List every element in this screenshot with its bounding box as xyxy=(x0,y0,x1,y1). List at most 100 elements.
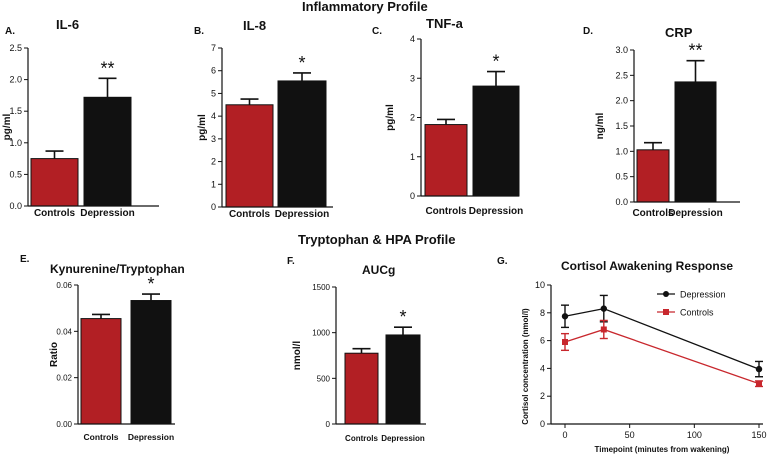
bar-depression xyxy=(472,85,520,197)
significance-mark: * xyxy=(399,307,406,327)
chart-title-a: IL-6 xyxy=(56,17,80,32)
bar-depression xyxy=(130,300,172,425)
y-tick-label: 500 xyxy=(317,374,331,383)
y-tick-label: 2 xyxy=(540,391,545,401)
chart-title-e: Kynurenine/Tryptophan xyxy=(50,262,185,276)
panel-letter-c: C. xyxy=(372,26,382,37)
y-axis-label: ng/ml xyxy=(595,112,606,139)
section-title-tryptophan: Tryptophan & HPA Profile xyxy=(298,232,456,247)
section-title-inflammatory: Inflammatory Profile xyxy=(302,0,428,14)
chart-title-f: AUCg xyxy=(362,263,396,277)
category-label: Controls xyxy=(345,434,378,443)
bar-depression xyxy=(385,334,421,425)
y-tick-label: 0.5 xyxy=(615,172,628,182)
category-label: Depression xyxy=(275,209,329,220)
legend-label: Controls xyxy=(680,308,714,318)
y-tick-label: 8 xyxy=(540,308,545,318)
y-tick-label: 0 xyxy=(410,191,415,201)
data-point-depression xyxy=(755,365,763,373)
x-axis-label: Timepoint (minutes from wakening) xyxy=(595,445,730,454)
category-label: Depression xyxy=(668,208,722,219)
bar-depression xyxy=(277,80,327,208)
category-label: Controls xyxy=(632,208,674,219)
significance-mark: * xyxy=(298,53,305,73)
data-point-depression xyxy=(600,305,607,312)
y-tick-label: 2.5 xyxy=(9,43,22,53)
y-tick-label: 0.02 xyxy=(56,374,72,383)
y-axis-label: Cortisol concentration (nmol/l) xyxy=(521,308,530,425)
y-axis-label: Ratio xyxy=(49,342,60,367)
series-line-depression xyxy=(564,307,760,370)
y-tick-label: 2.0 xyxy=(9,75,22,85)
y-axis-label: nmol/l xyxy=(292,341,303,371)
y-tick-label: 5 xyxy=(211,88,216,98)
category-label: Controls xyxy=(34,208,76,219)
data-point-controls xyxy=(600,326,607,333)
x-tick-label: 150 xyxy=(751,430,766,440)
y-tick-label: 4 xyxy=(410,34,415,44)
y-axis-label: pg/ml xyxy=(197,114,208,141)
significance-mark: ** xyxy=(688,41,702,61)
category-label: Depression xyxy=(128,432,174,442)
bar-controls xyxy=(30,158,79,207)
bar-depression xyxy=(674,81,717,203)
bar-controls xyxy=(80,318,122,425)
significance-mark: ** xyxy=(100,58,114,78)
y-tick-label: 1.0 xyxy=(615,146,628,156)
significance-mark: * xyxy=(147,274,154,294)
y-tick-label: 4 xyxy=(211,111,216,121)
y-tick-label: 2.0 xyxy=(615,96,628,106)
panel-letter-d: D. xyxy=(583,26,593,37)
y-tick-label: 1 xyxy=(410,152,415,162)
x-tick-label: 0 xyxy=(562,430,567,440)
legend-marker xyxy=(663,291,669,297)
y-tick-label: 1000 xyxy=(312,329,330,338)
y-tick-label: 0.00 xyxy=(56,420,72,429)
category-label: Depression xyxy=(469,206,523,217)
y-tick-label: 0.0 xyxy=(615,197,628,207)
significance-mark: * xyxy=(492,52,499,72)
panel-letter-b: B. xyxy=(194,26,204,37)
series-line-controls xyxy=(564,328,760,385)
y-tick-label: 3.0 xyxy=(615,45,628,55)
panel-letter-g: G. xyxy=(497,256,508,267)
category-label: Depression xyxy=(381,434,425,443)
y-tick-label: 3 xyxy=(211,134,216,144)
y-tick-label: 6 xyxy=(211,66,216,76)
category-label: Controls xyxy=(425,206,467,217)
category-label: Controls xyxy=(229,209,271,220)
y-tick-label: 1.5 xyxy=(615,121,628,131)
y-tick-label: 0 xyxy=(211,202,216,212)
y-tick-label: 4 xyxy=(540,363,545,373)
y-axis-label: pg/ml xyxy=(385,104,396,131)
y-tick-label: 0 xyxy=(326,420,331,429)
y-tick-label: 2.5 xyxy=(615,70,628,80)
chart-title-d: CRP xyxy=(665,25,693,40)
panel-letter-a: A. xyxy=(5,26,15,37)
y-tick-label: 0.06 xyxy=(56,281,72,290)
y-tick-label: 1.0 xyxy=(9,138,22,148)
data-point-controls xyxy=(562,338,568,345)
bar-depression xyxy=(83,96,132,207)
y-axis-label: pg/ml xyxy=(2,113,13,140)
legend-label: Depression xyxy=(680,290,726,300)
y-tick-label: 1500 xyxy=(312,283,330,292)
y-tick-label: 0 xyxy=(540,419,545,429)
category-label: Controls xyxy=(84,432,119,442)
y-tick-label: 6 xyxy=(540,336,545,346)
y-tick-label: 0.04 xyxy=(56,327,72,336)
legend-marker xyxy=(663,309,669,315)
panel-letter-e: E. xyxy=(20,254,30,265)
y-tick-label: 1.5 xyxy=(9,106,22,116)
data-point-depression xyxy=(561,313,569,320)
chart-title-g: Cortisol Awakening Response xyxy=(561,259,734,273)
category-label: Depression xyxy=(80,208,134,219)
y-tick-label: 3 xyxy=(410,73,415,83)
y-tick-label: 0.0 xyxy=(9,201,22,211)
